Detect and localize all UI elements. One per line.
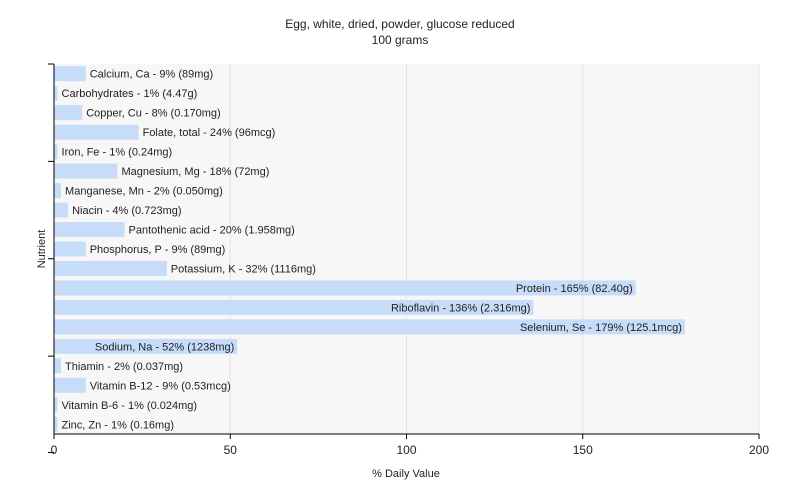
- bar-label: Iron, Fe - 1% (0.24mg): [62, 147, 173, 159]
- x-axis-label: % Daily Value: [372, 468, 440, 480]
- bar: [54, 319, 685, 335]
- bar-label: Calcium, Ca - 9% (89mg): [90, 69, 213, 81]
- bar: [54, 397, 58, 413]
- x-tick-label: 0: [51, 443, 58, 457]
- bar-label: Zinc, Zn - 1% (0.16mg): [62, 419, 174, 431]
- bar: [54, 183, 62, 199]
- x-tick-label: 50: [224, 443, 238, 457]
- bar: [54, 124, 139, 140]
- bar-labels: Calcium, Ca - 9% (89mg) Carbohydrates - 1…: [62, 69, 682, 432]
- chart-title: Egg, white, dried, powder, glucose reduc…: [285, 17, 514, 31]
- x-tick-label: 150: [573, 443, 593, 457]
- bar: [54, 299, 534, 315]
- grid-lines: [229, 64, 760, 434]
- bar: [54, 222, 125, 238]
- bar-label: Potassium, K - 32% (1116mg): [171, 263, 316, 275]
- bar: [54, 377, 86, 393]
- bar-label: Selenium, Se - 179% (125.1mcg): [520, 322, 682, 334]
- bar: [54, 241, 86, 257]
- bar-label: Niacin - 4% (0.723mg): [72, 205, 181, 217]
- x-tick-label: 200: [749, 443, 769, 457]
- bar: [54, 260, 167, 276]
- bar: [54, 144, 58, 160]
- bar-label: Protein - 165% (82.40g): [516, 283, 633, 295]
- bar-label: Copper, Cu - 8% (0.170mg): [86, 108, 221, 120]
- chart-subtitle: 100 grams: [372, 33, 429, 47]
- bar-label: Manganese, Mn - 2% (0.050mg): [65, 186, 223, 198]
- bar: [54, 416, 58, 432]
- bar-label: Vitamin B-6 - 1% (0.024mg): [62, 400, 198, 412]
- x-tick-label: 100: [396, 443, 416, 457]
- bar-label: Thiamin - 2% (0.037mg): [65, 361, 183, 373]
- bar-label: Sodium, Na - 52% (1238mg): [95, 341, 234, 353]
- y-axis-label: Nutrient: [36, 230, 48, 269]
- axes: [48, 63, 760, 453]
- bar: [54, 338, 238, 354]
- bar: [54, 358, 62, 374]
- bar: [54, 105, 83, 121]
- bar: [54, 163, 118, 179]
- bar: [54, 85, 58, 101]
- bar-label: Riboflavin - 136% (2.316mg): [391, 302, 530, 314]
- bar-label: Folate, total - 24% (96mcg): [143, 127, 276, 139]
- bar-label: Phosphorus, P - 9% (89mg): [90, 244, 226, 256]
- bar-label: Magnesium, Mg - 18% (72mg): [121, 166, 269, 178]
- bar-label: Pantothenic acid - 20% (1.958mg): [129, 225, 295, 237]
- bar: [54, 66, 86, 82]
- x-tick-labels: 0 50 100 150 200: [51, 443, 770, 457]
- bar: [54, 280, 636, 296]
- bar: [54, 202, 69, 218]
- bars: [54, 66, 685, 432]
- bar-label: Vitamin B-12 - 9% (0.53mcg): [90, 380, 231, 392]
- bar-label: Carbohydrates - 1% (4.47g): [62, 88, 198, 100]
